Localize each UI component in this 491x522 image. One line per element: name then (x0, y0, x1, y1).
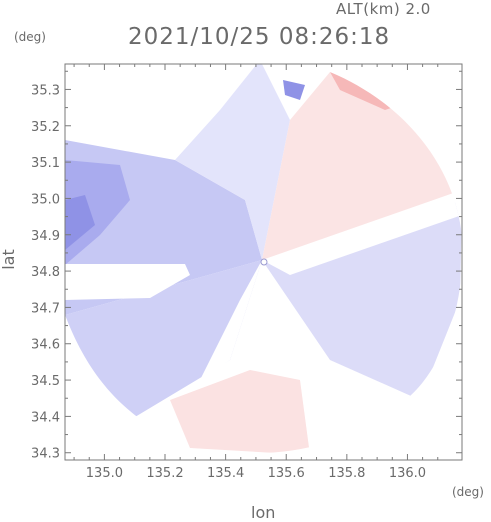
field-gap-east (262, 190, 462, 275)
y-tick-label: 34.8 (31, 265, 60, 280)
y-tick-label: 35.1 (31, 156, 60, 171)
y-tick-label: 34.3 (31, 447, 60, 462)
x-tick-label: 135.2 (146, 466, 183, 481)
doppler-field (65, 64, 462, 454)
x-axis-unit: (deg) (452, 485, 484, 499)
field-southwest-negative (65, 260, 262, 420)
x-tick-label: 135.6 (268, 466, 305, 481)
y-tick-label: 34.4 (31, 410, 60, 425)
y-tick-label: 34.6 (31, 338, 60, 353)
field-north-negative (175, 64, 290, 260)
x-tick-label: 135.0 (86, 466, 123, 481)
plot-frame (64, 63, 463, 461)
field-gap-southwest (200, 260, 262, 380)
field-south-positive (170, 370, 310, 454)
x-axis-label: lon (251, 503, 276, 522)
y-tick-label: 35.0 (31, 192, 60, 207)
radar-site-marker (260, 258, 268, 266)
x-tick-label: 135.4 (207, 466, 244, 481)
y-tick-label: 34.7 (31, 301, 60, 316)
y-tick-label: 34.5 (31, 374, 60, 389)
y-tick-label: 35.3 (31, 83, 60, 98)
y-axis: 34.3 34.4 34.5 34.6 34.7 34.8 34.9 35.0 35.1 35.2… (31, 70, 462, 462)
x-tick-label: 135.8 (328, 466, 365, 481)
field-northeast-approach-blob (283, 80, 305, 100)
field-gap-west (65, 264, 190, 300)
y-tick-label: 34.9 (31, 229, 60, 244)
altitude-label: ALT(km) 2.0 (336, 0, 431, 18)
x-tick-label: 136.0 (389, 466, 426, 481)
field-west-strong (65, 160, 130, 265)
y-tick-label: 35.2 (31, 120, 60, 135)
chart-title: 2021/10/25 08:26:18 (128, 24, 391, 50)
y-axis-unit: (deg) (14, 30, 46, 44)
x-axis: 135.0 135.2 135.4 135.6 135.8 136.0 (73, 64, 439, 481)
field-west-core (65, 195, 95, 250)
